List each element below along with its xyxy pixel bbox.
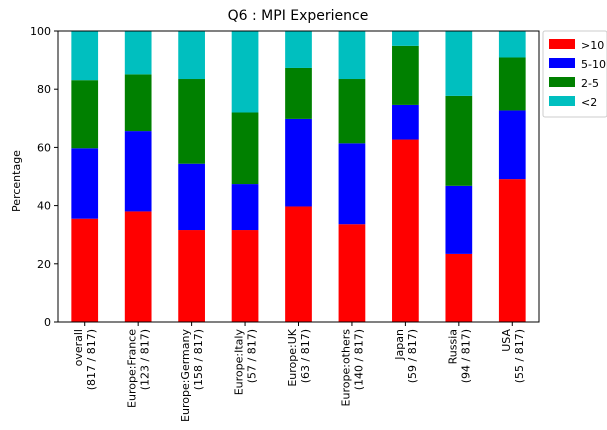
x-tick-label-4-line-1: (63 / 817)	[299, 329, 312, 383]
x-tick-label-4: Europe:UK (63 / 817)	[286, 328, 312, 386]
x-tick-label-4-line-0: Europe:UK	[286, 328, 299, 386]
bar-8-series-1	[498, 110, 526, 180]
x-tick-label-7: Russia (94 / 817)	[446, 329, 472, 383]
bar-1-series-0	[124, 211, 152, 322]
x-tick-label-5-line-0: Europe:others	[339, 329, 352, 407]
x-tick-label-0-line-0: overall	[72, 329, 85, 366]
legend-swatch-2	[549, 77, 575, 87]
x-tick-label-3-line-0: Europe:Italy	[233, 329, 246, 396]
bar-0-series-3	[71, 31, 99, 81]
y-tick-label-4: 80	[37, 83, 51, 96]
legend-label-2: 2-5	[581, 77, 599, 90]
x-tick-label-3-line-1: (57 / 817)	[246, 329, 259, 383]
bar-2-series-0	[178, 230, 205, 322]
legend-label-3: <2	[581, 96, 597, 109]
y-axis: 0 20 40 60 80 100	[30, 25, 58, 329]
bar-6-series-2	[392, 45, 419, 105]
x-axis: overall (817 / 817) Europe:France (123 / 81…	[72, 322, 526, 422]
bar-5-series-0	[338, 224, 366, 322]
bar-8-series-3	[498, 31, 526, 58]
bar-3-series-3	[231, 31, 259, 113]
bar-4-series-0	[285, 206, 312, 322]
bar-0-series-1	[71, 148, 99, 219]
legend-swatch-0	[549, 39, 575, 49]
plot-frame	[57, 30, 540, 323]
bar-6-series-0	[392, 139, 419, 322]
x-tick-label-8-line-1: (55 / 817)	[513, 329, 526, 383]
bar-3-series-0	[231, 230, 259, 322]
x-tick-label-6-line-0: Japan	[393, 329, 406, 361]
y-tick-label-0: 0	[44, 316, 51, 329]
bar-6-series-3	[392, 31, 419, 46]
legend-box	[542, 30, 607, 118]
x-tick-label-8-line-0: USA	[500, 329, 513, 352]
x-tick-label-1-line-1: (123 / 817)	[139, 329, 152, 390]
x-tick-label-7-line-0: Russia	[446, 329, 459, 364]
bar-5-series-2	[338, 79, 366, 144]
x-tick-label-3: Europe:Italy (57 / 817)	[233, 329, 259, 396]
bar-0-series-0	[71, 218, 99, 322]
bar-7-series-0	[445, 253, 473, 322]
y-tick-label-5: 100	[30, 25, 51, 38]
x-tick-label-2: Europe:Germany (158 / 817)	[179, 329, 205, 422]
x-tick-label-0-line-1: (817 / 817)	[85, 329, 98, 390]
bar-5-series-1	[338, 143, 366, 225]
bar-3-series-1	[231, 184, 259, 231]
y-tick-label-3: 60	[37, 141, 51, 154]
bar-2-series-2	[178, 79, 205, 164]
bar-7-series-3	[445, 31, 473, 96]
bar-7-series-1	[445, 185, 473, 254]
x-tick-label-1-line-0: Europe:France	[126, 329, 139, 408]
x-tick-label-2-line-0: Europe:Germany	[179, 329, 192, 422]
bar-4-series-3	[285, 31, 312, 68]
bar-0-series-2	[71, 80, 99, 149]
bar-2-series-1	[178, 163, 205, 231]
bar-6-series-1	[392, 104, 419, 140]
bar-8-series-0	[498, 179, 526, 322]
bar-7-series-2	[445, 95, 473, 186]
y-axis-label: Percentage	[10, 150, 23, 212]
bars-group	[71, 31, 526, 322]
x-tick-label-0: overall (817 / 817)	[72, 329, 98, 390]
legend-swatch-1	[549, 58, 575, 68]
legend-label-0: >10	[581, 39, 604, 52]
bar-1-series-1	[124, 131, 152, 212]
legend-swatch-3	[549, 96, 575, 106]
legend: >10 5-10 2-5 <2	[542, 30, 607, 118]
bar-5-series-3	[338, 31, 366, 80]
x-tick-label-1: Europe:France (123 / 817)	[126, 329, 152, 408]
x-tick-label-7-line-1: (94 / 817)	[459, 329, 472, 383]
y-tick-label-2: 40	[37, 200, 51, 213]
bar-1-series-2	[124, 74, 152, 132]
bar-1-series-3	[124, 31, 152, 75]
x-tick-label-5: Europe:others (140 / 817)	[339, 329, 365, 407]
legend-label-1: 5-10	[581, 58, 606, 71]
bar-2-series-3	[178, 31, 205, 80]
bar-4-series-2	[285, 67, 312, 119]
x-tick-label-5-line-1: (140 / 817)	[352, 329, 365, 390]
bar-4-series-1	[285, 118, 312, 207]
x-tick-label-6-line-1: (59 / 817)	[406, 329, 419, 383]
x-tick-label-8: USA (55 / 817)	[500, 329, 526, 384]
x-tick-label-6: Japan (59 / 817)	[393, 329, 419, 383]
y-tick-label-1: 20	[37, 258, 51, 271]
x-tick-label-2-line-1: (158 / 817)	[192, 329, 205, 390]
bar-8-series-2	[498, 57, 526, 111]
chart-title: Q6 : MPI Experience	[228, 8, 369, 24]
bar-3-series-2	[231, 112, 259, 185]
